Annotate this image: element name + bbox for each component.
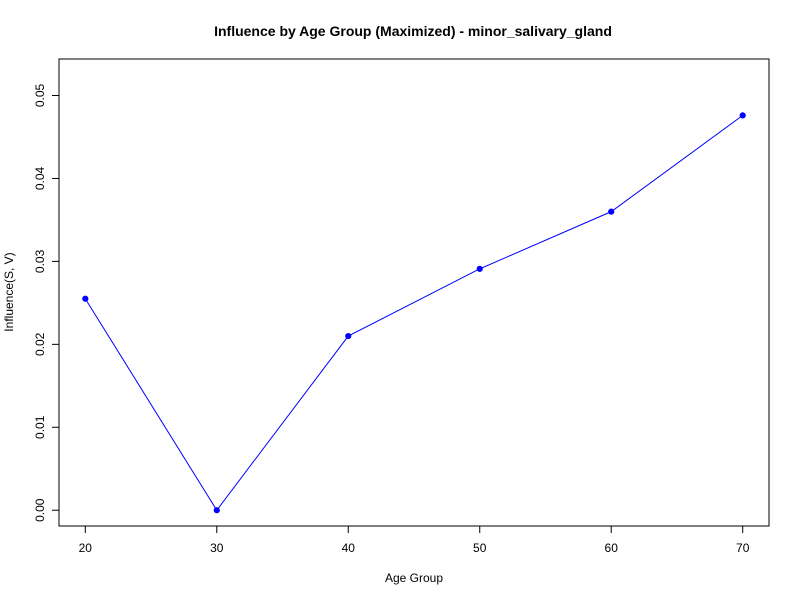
x-tick-label: 60 bbox=[605, 541, 619, 555]
x-tick-label: 70 bbox=[736, 541, 750, 555]
y-tick-label: 0.04 bbox=[33, 166, 47, 190]
series-line bbox=[84, 114, 743, 512]
y-tick-label: 0.01 bbox=[33, 415, 47, 439]
x-axis-label: Age Group bbox=[385, 571, 443, 585]
x-tick-label: 20 bbox=[79, 541, 93, 555]
y-axis-ticks: 0.00 0.01 0.02 0.03 0.04 0.05 bbox=[33, 83, 59, 522]
data-point bbox=[345, 332, 352, 340]
y-tick-label: 0.05 bbox=[33, 83, 47, 107]
x-tick-label: 30 bbox=[210, 541, 224, 555]
data-point bbox=[739, 112, 746, 119]
data-point bbox=[608, 208, 615, 215]
chart-title: Influence by Age Group (Maximized) - min… bbox=[214, 23, 612, 39]
x-tick-label: 50 bbox=[473, 541, 487, 555]
data-series bbox=[82, 112, 746, 514]
data-point bbox=[476, 265, 483, 272]
plot-area-frame bbox=[58, 58, 770, 527]
x-axis-ticks: 20 30 40 50 60 70 bbox=[79, 526, 750, 555]
data-point bbox=[213, 507, 220, 514]
x-tick-label: 40 bbox=[342, 541, 356, 555]
data-point bbox=[82, 295, 89, 302]
y-tick-label: 0.02 bbox=[33, 332, 47, 356]
y-axis-label: Influence(S, V) bbox=[2, 252, 16, 331]
y-tick-label: 0.00 bbox=[33, 498, 47, 522]
y-tick-label: 0.03 bbox=[33, 249, 47, 273]
